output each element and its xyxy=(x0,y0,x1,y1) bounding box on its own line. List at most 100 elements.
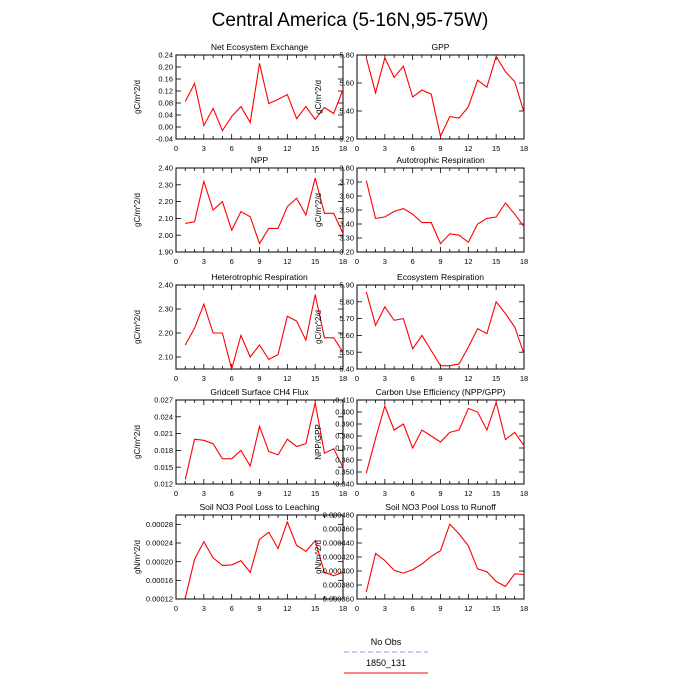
x-tick-label: 6 xyxy=(230,144,234,153)
y-tick-label: 0.027 xyxy=(154,396,173,405)
x-tick-label: 3 xyxy=(202,257,206,266)
y-tick-label: 0.024 xyxy=(154,412,173,421)
y-tick-label: 5.20 xyxy=(339,135,354,144)
x-tick-label: 3 xyxy=(202,604,206,613)
panel-title: Ecosystem Respiration xyxy=(397,272,484,282)
legend-label-no-obs: No Obs xyxy=(371,637,402,647)
chart-panel-0: Net Ecosystem Exchange 0 3 6 9 12 15 18 -0.04 0.0… xyxy=(133,42,347,153)
x-tick-label: 12 xyxy=(283,374,291,383)
y-tick-label: 5.60 xyxy=(339,331,354,340)
x-tick-label: 0 xyxy=(355,257,359,266)
x-tick-label: 9 xyxy=(438,374,442,383)
y-tick-label: 0.400 xyxy=(335,408,354,417)
x-tick-label: 6 xyxy=(230,489,234,498)
panel-title: Soil NO3 Pool Loss to Runoff xyxy=(385,502,496,512)
x-tick-label: 15 xyxy=(492,374,500,383)
y-tick-label: 0.00020 xyxy=(146,557,173,566)
panel-title: Gridcell Surface CH4 Flux xyxy=(210,387,309,397)
y-tick-label: 0.00016 xyxy=(146,576,173,585)
y-tick-label: 5.80 xyxy=(339,297,354,306)
y-tick-label: 2.00 xyxy=(158,231,173,240)
series-line xyxy=(184,402,344,480)
y-axis-label: gC/m^2/d xyxy=(133,310,142,344)
y-tick-label: 3.70 xyxy=(339,178,354,187)
x-tick-label: 6 xyxy=(230,604,234,613)
x-tick-label: 3 xyxy=(383,604,387,613)
x-tick-label: 12 xyxy=(464,489,472,498)
y-tick-label: 0.000420 xyxy=(323,553,354,562)
y-tick-label: 0.410 xyxy=(335,396,354,405)
y-tick-label: 2.10 xyxy=(158,214,173,223)
x-tick-label: 9 xyxy=(257,144,261,153)
series-line xyxy=(185,177,344,245)
x-tick-label: 9 xyxy=(257,489,261,498)
x-tick-label: 0 xyxy=(174,144,178,153)
x-tick-label: 6 xyxy=(411,489,415,498)
x-tick-label: 3 xyxy=(383,257,387,266)
y-tick-label: 3.80 xyxy=(339,164,354,173)
panel-title: NPP xyxy=(251,155,269,165)
y-tick-label: 3.20 xyxy=(339,248,354,257)
panel-title: GPP xyxy=(432,42,450,52)
x-tick-label: 9 xyxy=(257,374,261,383)
y-tick-label: 0.000400 xyxy=(323,567,354,576)
x-tick-label: 9 xyxy=(438,604,442,613)
y-tick-label: 0.04 xyxy=(158,111,173,120)
y-tick-label: 3.30 xyxy=(339,234,354,243)
x-tick-label: 9 xyxy=(438,144,442,153)
x-tick-label: 15 xyxy=(492,257,500,266)
y-tick-label: 0.018 xyxy=(154,446,173,455)
x-tick-label: 15 xyxy=(311,144,319,153)
y-tick-label: 0.000480 xyxy=(323,511,354,520)
x-tick-label: 15 xyxy=(311,257,319,266)
x-tick-label: 12 xyxy=(464,144,472,153)
y-tick-label: 1.90 xyxy=(158,248,173,257)
x-tick-label: 6 xyxy=(230,257,234,266)
y-tick-label: 5.70 xyxy=(339,314,354,323)
x-tick-label: 15 xyxy=(492,604,500,613)
x-tick-label: 9 xyxy=(257,604,261,613)
x-tick-label: 18 xyxy=(339,374,347,383)
y-tick-label: 2.40 xyxy=(158,281,173,290)
x-tick-label: 6 xyxy=(230,374,234,383)
y-tick-label: 0.00024 xyxy=(146,539,173,548)
x-tick-label: 0 xyxy=(355,374,359,383)
x-tick-label: 18 xyxy=(520,144,528,153)
x-tick-label: 0 xyxy=(174,374,178,383)
series-line xyxy=(365,180,525,245)
x-tick-label: 18 xyxy=(520,257,528,266)
x-tick-label: 3 xyxy=(202,374,206,383)
series-line xyxy=(365,523,525,593)
x-tick-label: 12 xyxy=(464,604,472,613)
x-tick-label: 3 xyxy=(383,144,387,153)
y-tick-label: 0.08 xyxy=(158,99,173,108)
y-axis-label: gC/m^2/d xyxy=(133,425,142,459)
series-line xyxy=(184,520,344,599)
x-tick-label: 0 xyxy=(174,257,178,266)
y-tick-label: 2.10 xyxy=(158,353,173,362)
y-tick-label: 0.390 xyxy=(335,420,354,429)
x-tick-label: 18 xyxy=(339,604,347,613)
plot-frame xyxy=(356,284,525,370)
y-tick-label: 0.380 xyxy=(335,432,354,441)
plot-frame xyxy=(356,167,525,253)
y-tick-label: 0.00028 xyxy=(146,520,173,529)
y-tick-label: 5.60 xyxy=(339,79,354,88)
x-tick-label: 3 xyxy=(202,144,206,153)
y-axis-label: gC/m^2/d xyxy=(133,80,142,114)
y-axis-label: gN/m^2/d xyxy=(133,540,142,574)
x-tick-label: 12 xyxy=(283,257,291,266)
y-tick-label: 0.370 xyxy=(335,444,354,453)
y-tick-label: 2.40 xyxy=(158,164,173,173)
chart-panel-7: Carbon Use Efficiency (NPP/GPP) 0 3 6 9 12 15 1… xyxy=(314,387,528,498)
x-tick-label: 15 xyxy=(492,489,500,498)
y-tick-label: 0.00 xyxy=(158,123,173,132)
y-tick-label: 0.015 xyxy=(154,463,173,472)
chart-panel-6: Gridcell Surface CH4 Flux 0 3 6 9 12 15 18 0.012… xyxy=(133,387,347,498)
y-tick-label: 0.000380 xyxy=(323,581,354,590)
y-tick-label: 3.60 xyxy=(339,192,354,201)
x-tick-label: 3 xyxy=(383,489,387,498)
y-axis-label: NPP/GPP xyxy=(314,424,323,460)
